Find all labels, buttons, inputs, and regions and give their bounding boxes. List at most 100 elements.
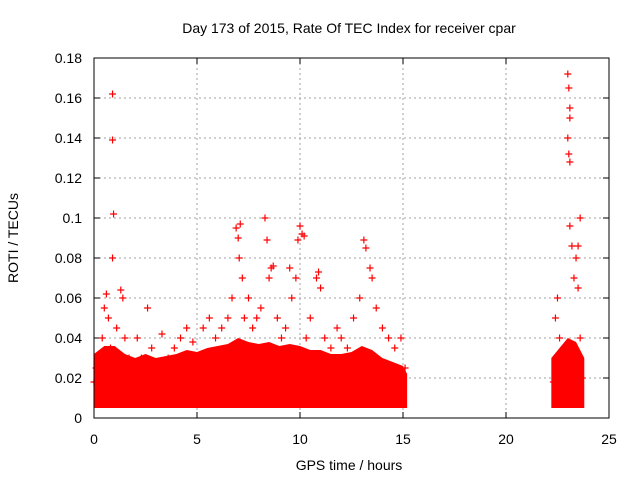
data-point — [333, 324, 341, 332]
data-point — [111, 374, 119, 382]
data-point — [129, 364, 137, 372]
data-point — [551, 314, 559, 322]
data-point — [549, 378, 557, 386]
data-point — [362, 244, 370, 252]
data-point — [100, 304, 108, 312]
data-point — [232, 224, 240, 232]
data-point — [119, 294, 127, 302]
data-point — [104, 314, 112, 322]
data-point — [564, 134, 572, 142]
data-point — [177, 334, 185, 342]
x-tick-label: 5 — [193, 431, 201, 447]
data-point — [117, 286, 125, 294]
data-point — [306, 314, 314, 322]
data-point — [391, 344, 399, 352]
data-point — [273, 314, 281, 322]
dense-points-late — [551, 338, 585, 408]
data-point — [312, 274, 320, 282]
data-point — [327, 344, 335, 352]
x-tick-label: 0 — [90, 431, 98, 447]
y-tick-label: 0.1 — [63, 210, 83, 226]
data-point — [189, 338, 197, 346]
data-point — [253, 314, 261, 322]
data-point — [560, 344, 568, 352]
data-point — [94, 390, 102, 398]
data-point — [269, 262, 277, 270]
data-point — [397, 334, 405, 342]
y-tick-label: 0.16 — [55, 90, 82, 106]
data-point — [554, 294, 561, 302]
data-point — [337, 334, 345, 342]
data-point — [240, 314, 248, 322]
y-tick-label: 0.12 — [55, 170, 82, 186]
data-point — [564, 70, 572, 78]
data-point — [261, 214, 269, 222]
y-tick-label: 0.02 — [55, 370, 82, 386]
data-point — [565, 84, 573, 92]
x-tick-label: 20 — [498, 431, 514, 447]
dense-points-main — [94, 338, 408, 408]
data-point — [133, 334, 141, 342]
y-tick-label: 0.04 — [55, 330, 82, 346]
data-point — [566, 158, 574, 166]
data-point — [109, 136, 117, 144]
data-point — [292, 274, 300, 282]
data-point — [356, 294, 364, 302]
data-point — [170, 344, 178, 352]
data-point — [574, 284, 582, 292]
data-point — [566, 104, 574, 112]
x-tick-label: 10 — [292, 431, 308, 447]
data-point — [572, 254, 580, 262]
data-point — [366, 264, 374, 272]
data-point — [199, 324, 207, 332]
tick-labels: 0 0.02 0.04 0.06 0.08 0.1 0.12 0.14 0.16 0.18 0 5 10… — [55, 50, 617, 447]
data-point — [152, 364, 160, 372]
data-point — [286, 264, 294, 272]
data-point — [236, 220, 244, 228]
data-point — [110, 210, 118, 218]
x-tick-label: 15 — [395, 431, 411, 447]
y-tick-label: 0.06 — [55, 290, 82, 306]
data-point — [109, 254, 117, 262]
data-point — [317, 284, 325, 292]
data-point — [257, 304, 265, 312]
data-point — [228, 294, 236, 302]
data-point — [565, 150, 573, 158]
plot-frame — [93, 57, 610, 419]
data-point — [294, 236, 302, 244]
data-point — [302, 334, 310, 342]
x-tick-label: 25 — [601, 431, 617, 447]
data-point — [183, 324, 191, 332]
data-point — [193, 354, 201, 362]
data-point — [378, 324, 386, 332]
data-point — [576, 334, 584, 342]
data-point — [263, 236, 271, 244]
data-point — [98, 334, 106, 342]
data-point — [288, 294, 296, 302]
data-point — [556, 334, 564, 342]
data-point — [321, 334, 329, 342]
data-point — [277, 334, 285, 342]
data-point — [245, 294, 252, 302]
data-point — [360, 236, 368, 244]
data-point — [343, 344, 351, 352]
data-point — [218, 324, 226, 332]
data-point — [568, 242, 576, 250]
x-axis-label: GPS time / hours — [296, 457, 403, 473]
data-point — [148, 344, 156, 352]
data-point — [401, 364, 409, 372]
data-point — [566, 222, 574, 230]
data-point — [315, 268, 323, 276]
data-point — [566, 114, 574, 122]
data-point — [249, 324, 257, 332]
data-point — [238, 274, 246, 282]
chart-title: Day 173 of 2015, Rate Of TEC Index for r… — [182, 20, 516, 36]
data-point — [144, 304, 152, 312]
data-point — [115, 354, 123, 362]
data-point — [109, 90, 117, 98]
dense-point-cloud — [94, 338, 585, 408]
data-point — [368, 274, 376, 282]
data-point — [574, 242, 582, 250]
data-point — [234, 234, 242, 242]
data-point — [106, 344, 114, 352]
